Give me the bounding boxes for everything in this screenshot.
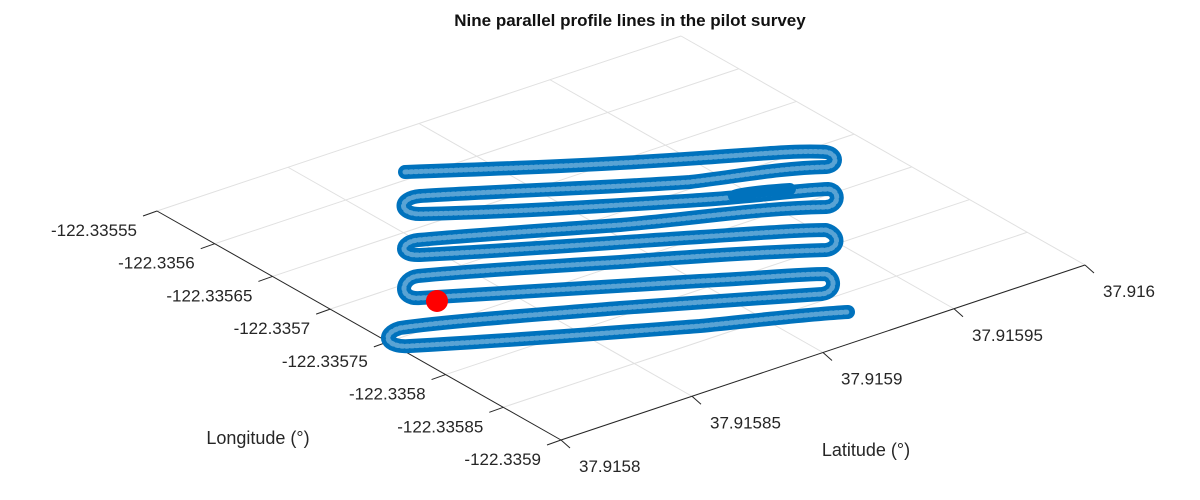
chart-title: Nine parallel profile lines in the pilot… [454, 11, 806, 30]
latitude-tick [822, 352, 833, 361]
longitude-tick [200, 243, 215, 250]
latitude-tick [953, 308, 964, 318]
longitude-tick-label: -122.3356 [118, 254, 195, 273]
longitude-tick-label: -122.33565 [166, 286, 252, 305]
latitude-tick [1084, 264, 1095, 274]
longitude-tick [142, 210, 158, 217]
latitude-tick [691, 395, 702, 405]
latitude-tick-label: 37.916 [1103, 282, 1155, 301]
longitude-tick [431, 374, 446, 381]
track-jog [728, 183, 796, 202]
latitude-tick-label: 37.91595 [972, 326, 1043, 345]
latitude-tick-label: 37.9159 [841, 370, 902, 389]
longitude-axis-line [156, 210, 562, 441]
longitude-axis-label: Longitude (°) [206, 428, 309, 448]
highlighted-point-marker [426, 290, 448, 312]
latitude-tick [560, 439, 571, 449]
longitude-tick [489, 406, 504, 413]
longitude-tick-label: -122.3359 [464, 450, 541, 469]
grid-line-lat [287, 166, 693, 397]
longitude-tick-label: -122.3358 [349, 385, 426, 404]
longitude-tick [546, 439, 562, 446]
longitude-tick-label: -122.3357 [234, 319, 311, 338]
longitude-tick-labels: -122.33555 -122.3356 -122.33565 -122.3357 -1… [51, 221, 541, 469]
survey-track [381, 144, 855, 354]
longitude-tick [315, 308, 331, 315]
grid-line-lat [680, 35, 1086, 266]
longitude-tick-label: -122.33585 [397, 417, 483, 436]
track-marker-texture [385, 148, 851, 349]
longitude-tick-label: -122.33575 [282, 352, 368, 371]
track-path [381, 144, 855, 354]
latitude-tick-labels: 37.9158 37.91585 37.9159 37.91595 37.916 [579, 282, 1155, 476]
longitude-tick [258, 275, 273, 282]
latitude-tick-label: 37.9158 [579, 457, 640, 476]
latitude-tick-label: 37.91585 [710, 413, 781, 432]
longitude-tick-label: -122.33555 [51, 221, 137, 240]
axes [142, 210, 1095, 449]
latitude-axis-label: Latitude (°) [822, 440, 910, 460]
